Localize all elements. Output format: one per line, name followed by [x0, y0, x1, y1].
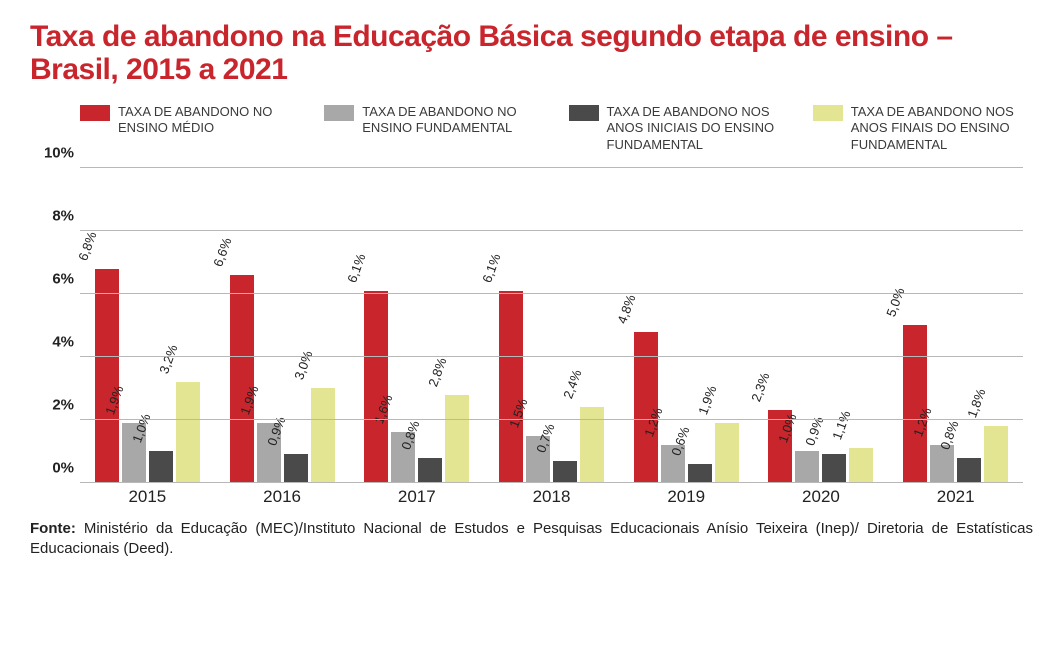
- x-axis: 2015201620172018201920202021: [80, 483, 1023, 507]
- y-tick-label: 2%: [30, 397, 74, 412]
- x-tick-label: 2016: [215, 483, 350, 507]
- legend-swatch: [80, 105, 110, 121]
- gridline: [80, 293, 1023, 294]
- legend-item: TAXA DE ABANDONO NOS ANOS INICIAIS DO EN…: [569, 104, 789, 153]
- bar-value-label: 6,8%: [73, 229, 101, 268]
- legend-swatch: [324, 105, 354, 121]
- bar-group: 5,0%1,2%0,8%1,8%: [888, 168, 1023, 483]
- bar: 1,1%: [849, 448, 873, 483]
- bar-value-label: 2,4%: [558, 368, 586, 407]
- bar: 0,9%: [822, 454, 846, 482]
- bar-group: 6,1%1,6%0,8%2,8%: [349, 168, 484, 483]
- bar: 1,8%: [984, 426, 1008, 483]
- x-tick-label: 2019: [619, 483, 754, 507]
- bar: 0,8%: [957, 458, 981, 483]
- bar: 0,7%: [553, 461, 577, 483]
- legend-item: TAXA DE ABANDONO NO ENSINO MÉDIO: [80, 104, 300, 137]
- bar: 6,8%: [95, 269, 119, 483]
- legend-label: TAXA DE ABANDONO NO ENSINO MÉDIO: [118, 104, 300, 137]
- bar: 3,2%: [176, 382, 200, 483]
- source-label: Fonte:: [30, 520, 76, 537]
- bar-group: 6,1%1,5%0,7%2,4%: [484, 168, 619, 483]
- legend-swatch: [569, 105, 599, 121]
- gridline: [80, 419, 1023, 420]
- y-tick-label: 6%: [30, 271, 74, 286]
- bar: 1,0%: [795, 451, 819, 483]
- bar: 1,9%: [715, 423, 739, 483]
- source-text: Ministério da Educação (MEC)/Instituto N…: [30, 520, 1033, 557]
- legend-label: TAXA DE ABANDONO NOS ANOS INICIAIS DO EN…: [607, 104, 789, 153]
- legend: TAXA DE ABANDONO NO ENSINO MÉDIO TAXA DE …: [80, 104, 1033, 153]
- bar-group: 6,6%1,9%0,9%3,0%: [215, 168, 350, 483]
- bar-groups: 6,8%1,9%1,0%3,2%6,6%1,9%0,9%3,0%6,1%1,6%…: [80, 168, 1023, 483]
- bar: 0,6%: [688, 464, 712, 483]
- legend-label: TAXA DE ABANDONO NOS ANOS FINAIS DO ENSI…: [851, 104, 1033, 153]
- bar-chart: 6,8%1,9%1,0%3,2%6,6%1,9%0,9%3,0%6,1%1,6%…: [80, 167, 1023, 507]
- bar: 6,1%: [499, 291, 523, 483]
- legend-item: TAXA DE ABANDONO NO ENSINO FUNDAMENTAL: [324, 104, 544, 137]
- source-line: Fonte: Ministério da Educação (MEC)/Inst…: [30, 519, 1033, 560]
- bar: 2,8%: [445, 395, 469, 483]
- legend-item: TAXA DE ABANDONO NOS ANOS FINAIS DO ENSI…: [813, 104, 1033, 153]
- bar-value-label: 0,8%: [397, 418, 425, 457]
- x-tick-label: 2017: [349, 483, 484, 507]
- bar-group: 2,3%1,0%0,9%1,1%: [754, 168, 889, 483]
- bar: 6,6%: [230, 275, 254, 483]
- gridline: [80, 167, 1023, 168]
- legend-swatch: [813, 105, 843, 121]
- bar-value-label: 1,9%: [693, 384, 721, 423]
- bar-value-label: 0,7%: [531, 421, 559, 460]
- bar: 0,8%: [418, 458, 442, 483]
- bar-group: 6,8%1,9%1,0%3,2%: [80, 168, 215, 483]
- plot-area: 6,8%1,9%1,0%3,2%6,6%1,9%0,9%3,0%6,1%1,6%…: [80, 167, 1023, 483]
- bar-value-label: 0,9%: [262, 415, 290, 454]
- y-tick-label: 0%: [30, 460, 74, 475]
- bar: 5,0%: [903, 325, 927, 483]
- bar-value-label: 0,6%: [666, 425, 694, 464]
- y-tick-label: 10%: [30, 145, 74, 160]
- chart-title: Taxa de abandono na Educação Básica segu…: [30, 20, 1033, 86]
- bar-value-label: 0,9%: [801, 415, 829, 454]
- bar-value-label: 2,8%: [424, 355, 452, 394]
- x-tick-label: 2018: [484, 483, 619, 507]
- bar-group: 4,8%1,2%0,6%1,9%: [619, 168, 754, 483]
- y-tick-label: 8%: [30, 208, 74, 223]
- x-tick-label: 2015: [80, 483, 215, 507]
- bar-value-label: 0,8%: [935, 418, 963, 457]
- gridline: [80, 356, 1023, 357]
- bar-value-label: 1,8%: [962, 387, 990, 426]
- bar: 1,0%: [149, 451, 173, 483]
- bar: 3,0%: [311, 388, 335, 483]
- bar-value-label: 1,1%: [828, 409, 856, 448]
- legend-label: TAXA DE ABANDONO NO ENSINO FUNDAMENTAL: [362, 104, 544, 137]
- bar: 6,1%: [364, 291, 388, 483]
- bar: 0,9%: [284, 454, 308, 482]
- bar-value-label: 3,2%: [154, 343, 182, 382]
- y-tick-label: 4%: [30, 334, 74, 349]
- x-tick-label: 2020: [754, 483, 889, 507]
- x-tick-label: 2021: [888, 483, 1023, 507]
- gridline: [80, 230, 1023, 231]
